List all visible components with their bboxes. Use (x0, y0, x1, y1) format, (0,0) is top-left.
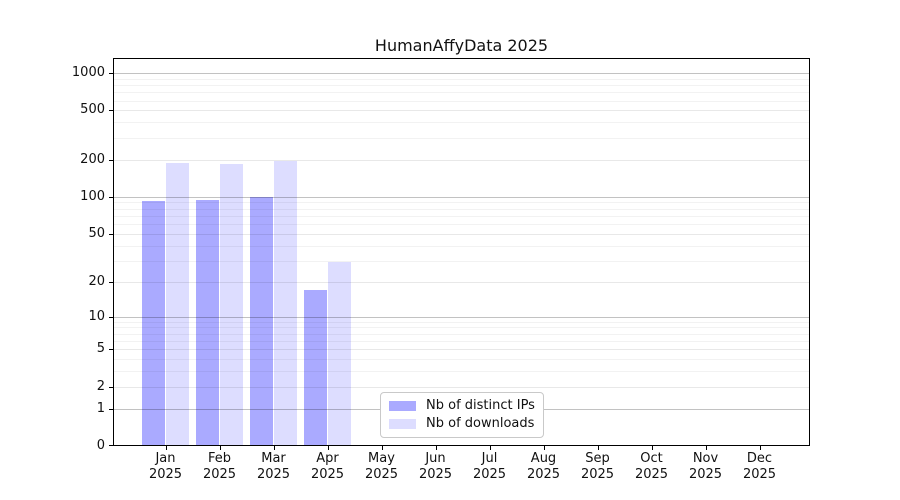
bar-distinct-ips (304, 289, 327, 446)
x-tick (219, 446, 221, 450)
minor-gridline (113, 224, 810, 225)
major-gridline (113, 386, 810, 388)
bar-downloads (274, 160, 297, 446)
legend-label: Nb of downloads (426, 416, 535, 431)
legend-item-distinct-ips: Nb of distinct IPs (389, 399, 535, 413)
y-tick-label: 500 (80, 102, 105, 118)
y-tick (109, 233, 113, 235)
y-tick (109, 281, 113, 283)
y-tick-label: 1 (96, 400, 105, 416)
minor-gridline (113, 327, 810, 329)
y-tick-label: 100 (80, 188, 105, 204)
bar-distinct-ips (250, 197, 273, 446)
x-tick-label: Jul 2025 (472, 451, 507, 482)
x-tick-label: Sep 2025 (580, 451, 615, 482)
y-tick (109, 196, 113, 198)
y-tick (109, 349, 113, 351)
bar-downloads (220, 164, 243, 446)
x-tick (759, 446, 761, 450)
x-tick-label: Apr 2025 (310, 451, 345, 482)
x-tick (651, 446, 653, 450)
x-tick-label: Oct 2025 (634, 451, 669, 482)
y-tick-label: 10 (88, 308, 105, 324)
y-tick-label: 2 (96, 378, 105, 394)
minor-gridline (113, 215, 810, 217)
x-tick (489, 446, 491, 450)
legend-label: Nb of distinct IPs (426, 398, 535, 413)
legend-swatch-distinct-ips (389, 401, 416, 411)
major-gridline (113, 233, 810, 235)
bar-downloads (328, 262, 351, 446)
minor-gridline (113, 340, 810, 342)
x-tick-label: Aug 2025 (526, 451, 561, 482)
x-tick-label: Feb 2025 (202, 451, 237, 482)
major-gridline (113, 159, 810, 161)
y-tick-label: 0 (96, 438, 105, 453)
minor-gridline (113, 137, 810, 139)
x-tick (705, 446, 707, 450)
minor-gridline (113, 245, 810, 247)
x-tick-label: Jun 2025 (418, 451, 453, 482)
decade-gridline (113, 316, 810, 318)
y-tick (109, 408, 113, 410)
minor-gridline (113, 78, 810, 80)
minor-gridline (113, 333, 810, 335)
x-tick (381, 446, 383, 450)
x-tick (435, 446, 437, 450)
minor-gridline (113, 260, 810, 262)
x-tick-label: Nov 2025 (688, 451, 723, 482)
x-tick (543, 446, 545, 450)
minor-gridline (113, 371, 810, 373)
x-tick (273, 446, 275, 450)
y-tick-label: 20 (88, 273, 105, 289)
minor-gridline (113, 208, 810, 210)
minor-gridline (113, 100, 810, 102)
y-tick-label: 1000 (71, 65, 105, 80)
y-tick-label: 200 (80, 151, 105, 167)
bar-downloads (166, 163, 189, 446)
y-tick (109, 110, 113, 112)
x-tick-label: Mar 2025 (256, 451, 291, 482)
plot-area: 0 1 2 5 10 20 50 100 200 500 1000 Jan 2025 Feb 2025 M… (72, 58, 810, 482)
x-tick-label: Jan 2025 (148, 451, 183, 482)
y-tick (109, 445, 113, 446)
x-tick (165, 446, 167, 450)
chart-title: HumanAffyData 2025 (374, 36, 549, 55)
major-gridline (113, 110, 810, 112)
x-tick-label: May 2025 (364, 451, 399, 482)
minor-gridline (113, 92, 810, 94)
x-tick-label: Dec 2025 (742, 451, 777, 482)
major-gridline (113, 281, 810, 283)
minor-gridline (113, 202, 810, 204)
y-tick-label: 5 (96, 341, 105, 357)
legend-item-downloads: Nb of downloads (389, 417, 535, 431)
y-tick (109, 159, 113, 161)
bar-distinct-ips (196, 199, 219, 446)
minor-gridline (113, 85, 810, 86)
legend-swatch-downloads (389, 419, 416, 429)
decade-gridline (113, 196, 810, 198)
decade-gridline (113, 73, 810, 74)
x-tick (327, 446, 329, 450)
y-tick (109, 316, 113, 318)
y-tick (109, 73, 113, 74)
minor-gridline (113, 321, 810, 323)
bar-distinct-ips (142, 200, 165, 446)
x-tick (597, 446, 599, 450)
y-tick-label: 50 (88, 225, 105, 241)
minor-gridline (113, 122, 810, 124)
minor-gridline (113, 359, 810, 361)
major-gridline (113, 349, 810, 351)
legend: Nb of distinct IPs Nb of downloads (380, 392, 544, 438)
y-tick (109, 386, 113, 388)
